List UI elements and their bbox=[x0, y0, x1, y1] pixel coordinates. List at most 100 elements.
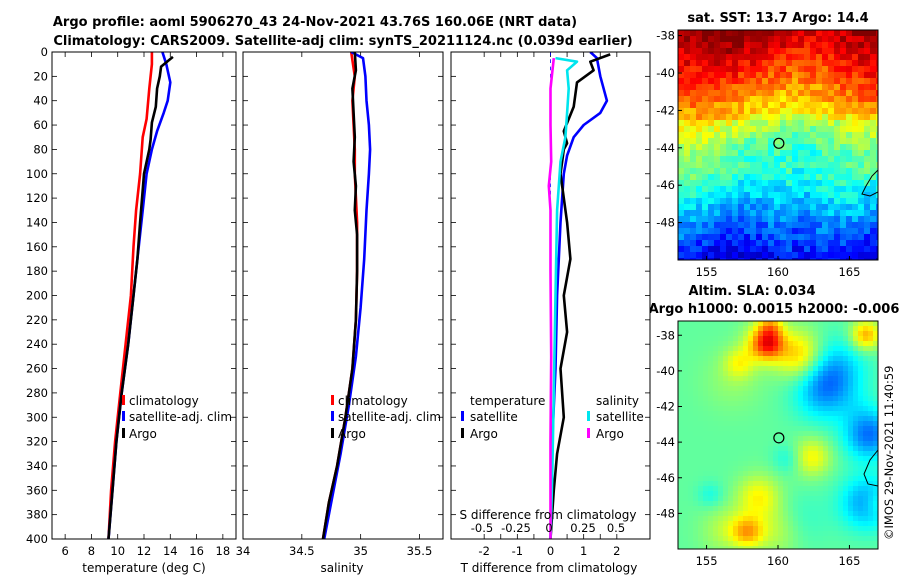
sst-cell bbox=[852, 72, 859, 79]
sst-cell bbox=[762, 252, 769, 259]
sst-cell bbox=[876, 42, 878, 49]
sla-cell bbox=[763, 396, 769, 402]
sla-cell bbox=[708, 461, 714, 467]
sla-cell bbox=[748, 321, 754, 327]
sst-cell bbox=[876, 234, 878, 241]
sla-cell bbox=[773, 416, 779, 422]
sla-cell bbox=[693, 511, 699, 517]
sla-cell bbox=[758, 361, 764, 367]
salinity-xlabel: salinity bbox=[320, 561, 363, 575]
sst-cell bbox=[804, 120, 811, 127]
sst-cell bbox=[720, 138, 727, 145]
sst-cell bbox=[702, 132, 709, 139]
sla-cell bbox=[838, 421, 844, 427]
sla-cell bbox=[773, 436, 779, 442]
sst-cell bbox=[750, 258, 757, 260]
sst-cell bbox=[732, 180, 739, 187]
sla-cell bbox=[713, 406, 719, 412]
sst-cell bbox=[690, 192, 697, 199]
sst-cell bbox=[684, 186, 691, 193]
sst-cell bbox=[726, 120, 733, 127]
sst-cell bbox=[852, 198, 859, 205]
sst-cell bbox=[696, 156, 703, 163]
sla-cell bbox=[828, 336, 834, 342]
sst-cell bbox=[708, 174, 715, 181]
sst-cell bbox=[708, 216, 715, 223]
sla-cell bbox=[768, 331, 774, 337]
sla-cell bbox=[823, 371, 829, 377]
sst-cell bbox=[684, 78, 691, 85]
sla-cell bbox=[873, 396, 878, 402]
sla-cell bbox=[838, 446, 844, 452]
sla-cell bbox=[853, 356, 859, 362]
sst-cell bbox=[714, 96, 721, 103]
sst-cell bbox=[792, 48, 799, 55]
sla-cell bbox=[728, 361, 734, 367]
sst-cell bbox=[870, 234, 877, 241]
sla-cell bbox=[858, 426, 864, 432]
sla-cell bbox=[753, 336, 759, 342]
sla-cell bbox=[768, 321, 774, 327]
sla-cell bbox=[768, 406, 774, 412]
sst-cell bbox=[846, 48, 853, 55]
sst-cell bbox=[822, 84, 829, 91]
sla-cell bbox=[678, 326, 684, 332]
sst-cell bbox=[846, 66, 853, 73]
sst-cell bbox=[792, 174, 799, 181]
sla-cell bbox=[758, 401, 764, 407]
sla-cell bbox=[743, 536, 749, 542]
sst-cell bbox=[738, 168, 745, 175]
sst-cell bbox=[738, 162, 745, 169]
sla-cell bbox=[718, 366, 724, 372]
sst-cell bbox=[690, 90, 697, 97]
sla-cell bbox=[698, 466, 704, 472]
sst-cell bbox=[846, 54, 853, 61]
sla-cell bbox=[868, 381, 874, 387]
sst-cell bbox=[678, 96, 685, 103]
sst-cell bbox=[714, 210, 721, 217]
sla-cell bbox=[763, 331, 769, 337]
sla-cell bbox=[783, 331, 789, 337]
sla-cell bbox=[778, 376, 784, 382]
sst-cell bbox=[774, 252, 781, 259]
sla-cell bbox=[868, 386, 874, 392]
sla-cell bbox=[868, 376, 874, 382]
sla-cell bbox=[793, 421, 799, 427]
legend-swatch-climatology bbox=[122, 395, 125, 405]
sla-cell bbox=[723, 326, 729, 332]
sla-cell bbox=[693, 436, 699, 442]
sst-cell bbox=[810, 42, 817, 49]
sla-cell bbox=[728, 481, 734, 487]
sst-cell bbox=[810, 204, 817, 211]
sla-cell bbox=[833, 516, 839, 522]
sla-cell bbox=[823, 416, 829, 422]
sla-cell bbox=[848, 516, 854, 522]
sla-cell bbox=[828, 366, 834, 372]
sst-cell bbox=[828, 54, 835, 61]
sla-cell bbox=[788, 446, 794, 452]
sst-cell bbox=[822, 198, 829, 205]
sst-cell bbox=[792, 240, 799, 247]
sla-cell bbox=[728, 406, 734, 412]
sla-cell bbox=[703, 471, 709, 477]
sla-cell bbox=[833, 356, 839, 362]
sla-cell bbox=[868, 531, 874, 537]
sst-cell bbox=[822, 192, 829, 199]
sla-cell bbox=[808, 381, 814, 387]
sla-cell bbox=[813, 471, 819, 477]
sla-cell bbox=[863, 346, 869, 352]
sla-cell bbox=[758, 521, 764, 527]
sst-cell bbox=[720, 252, 727, 259]
sst-cell bbox=[816, 90, 823, 97]
sst-cell bbox=[684, 234, 691, 241]
sla-cell bbox=[843, 341, 849, 347]
sla-cell bbox=[743, 351, 749, 357]
sla-cell bbox=[778, 526, 784, 532]
sst-cell bbox=[696, 120, 703, 127]
sst-cell bbox=[804, 102, 811, 109]
sla-cell bbox=[873, 441, 878, 447]
sla-cell bbox=[863, 381, 869, 387]
sla-cell bbox=[773, 401, 779, 407]
sst-cell bbox=[678, 138, 685, 145]
sla-cell bbox=[733, 531, 739, 537]
